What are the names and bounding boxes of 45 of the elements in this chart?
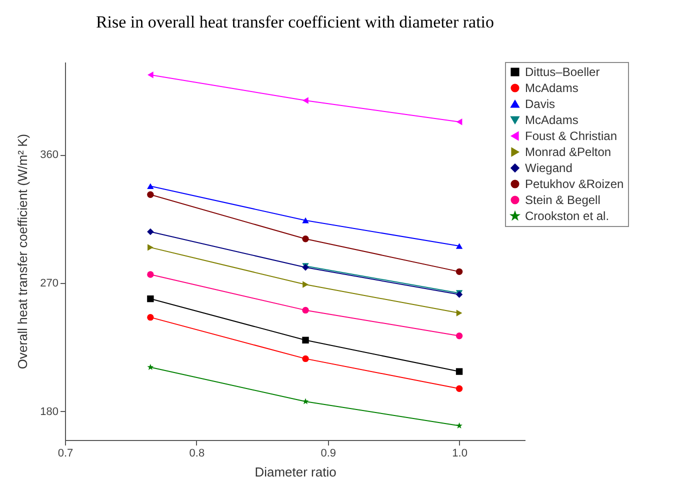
legend-label: Monrad &Pelton [525,145,612,159]
point [456,118,462,126]
point [147,295,154,302]
x-tick-label: 0.7 [58,448,74,460]
point [456,368,463,375]
point [456,243,463,249]
x-tick-label: 0.9 [320,448,336,460]
point [147,183,154,190]
point [147,191,154,198]
point [456,332,463,340]
legend-label: McAdams [525,81,578,95]
legend-label: Stein & Begell [525,193,600,207]
x-tick-label: 1.0 [452,448,468,460]
point [148,244,154,251]
point [147,314,154,321]
point [302,217,309,224]
x-axis-title: Diameter ratio [254,464,336,480]
legend-label: Crookston et al. [525,209,610,223]
y-tick-label: 180 [40,406,58,418]
point [302,398,309,404]
point [456,268,463,276]
x-tick-label: 0.8 [189,448,205,460]
legend-label: McAdams [525,113,578,127]
point [456,310,462,316]
legend-label: Dittus–Boeller [525,65,600,79]
chart-title: Rise in overall heat transfer coefficient with diameter ratio [96,12,494,32]
point [302,355,309,362]
point [147,271,154,278]
point [147,364,154,370]
point [302,236,309,242]
point [302,281,308,288]
point [147,228,154,236]
point [302,336,309,344]
point [302,306,309,314]
point [456,422,462,428]
legend-label: Wiegand [525,161,572,175]
y-axis-title: Overall heat transfer coefficient (W/m² K) [15,134,30,370]
y-tick-label: 360 [40,149,58,162]
point [148,71,154,78]
point [456,385,463,392]
y-tick-label: 270 [40,278,58,290]
legend-label: Foust & Christian [525,129,618,143]
legend-label: Petukhov &Roizen [525,177,624,191]
legend-label: Davis [525,97,556,111]
point [302,97,308,104]
